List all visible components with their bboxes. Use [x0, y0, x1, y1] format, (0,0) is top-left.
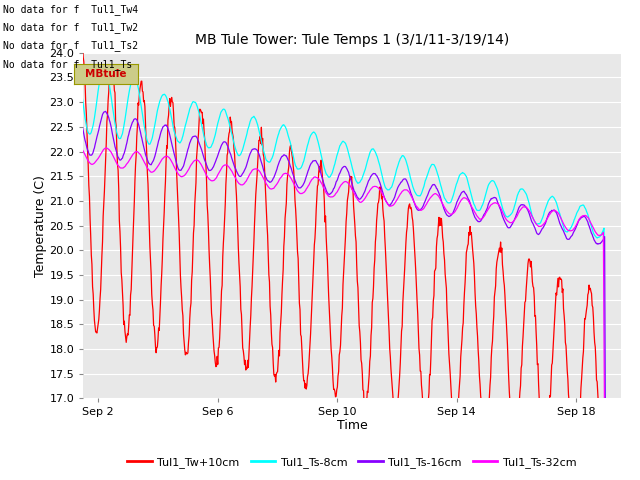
Legend: Tul1_Tw+10cm, Tul1_Ts-8cm, Tul1_Ts-16cm, Tul1_Ts-32cm: Tul1_Tw+10cm, Tul1_Ts-8cm, Tul1_Ts-16cm,…: [123, 452, 581, 472]
Text: No data for f  Tul1_Tw2: No data for f Tul1_Tw2: [3, 22, 138, 33]
Text: No data for f  Tul1_Ts2: No data for f Tul1_Ts2: [3, 40, 138, 51]
X-axis label: Time: Time: [337, 419, 367, 432]
Y-axis label: Temperature (C): Temperature (C): [33, 175, 47, 276]
Text: No data for f  Tul1_Ts: No data for f Tul1_Ts: [3, 59, 132, 70]
Title: MB Tule Tower: Tule Temps 1 (3/1/11-3/19/14): MB Tule Tower: Tule Temps 1 (3/1/11-3/19…: [195, 34, 509, 48]
Text: MBtule: MBtule: [85, 69, 126, 79]
Text: No data for f  Tul1_Tw4: No data for f Tul1_Tw4: [3, 4, 138, 15]
